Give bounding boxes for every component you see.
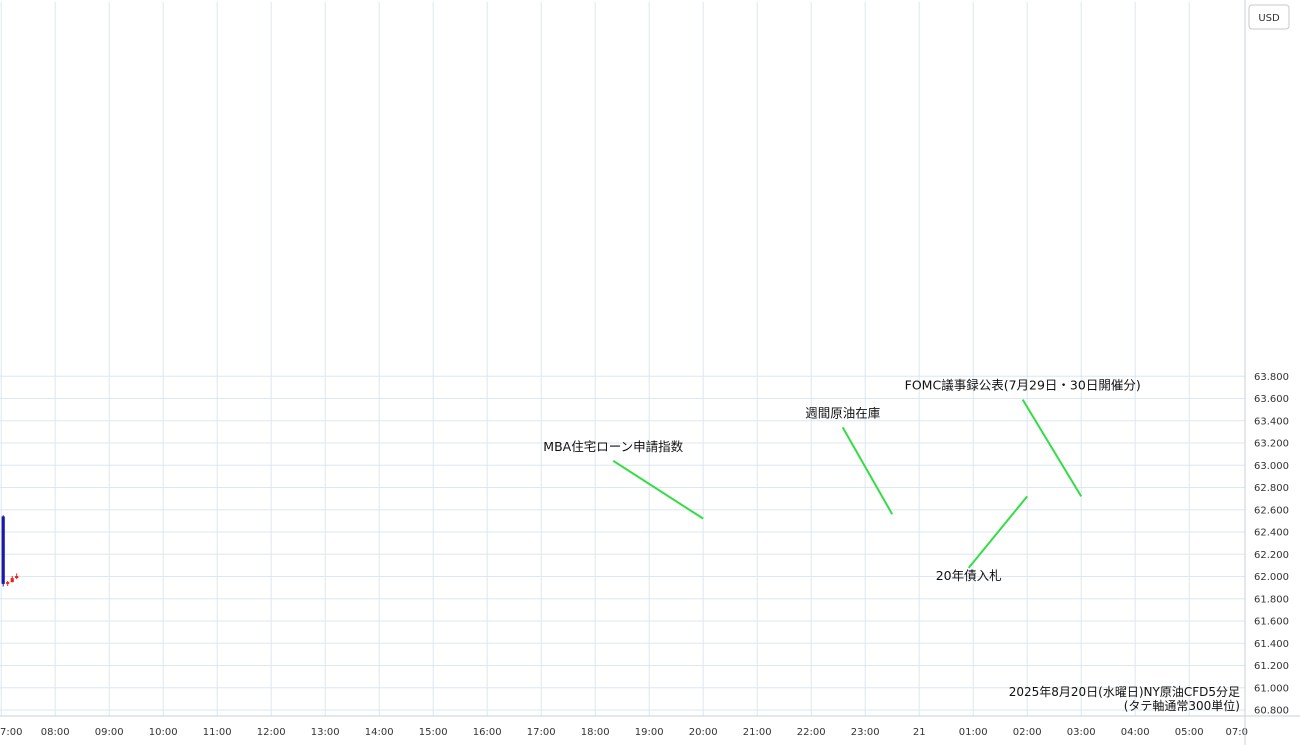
x-tick-label: 15:00 (419, 727, 448, 738)
candle (1, 515, 5, 587)
y-tick-label: 63.200 (1254, 439, 1289, 450)
chart-caption: 2025年8月20日(水曜日)NY原油CFD5分足 (タテ軸通常300単位) (1009, 685, 1240, 713)
x-tick-label: 21 (913, 727, 926, 738)
currency-box (1248, 4, 1290, 30)
annotation-label: 20年債入札 (936, 568, 1002, 583)
x-tick-label: 11:00 (203, 727, 232, 738)
candle (6, 580, 10, 586)
x-tick-label: 21:00 (743, 727, 772, 738)
y-tick-label: 61.800 (1254, 594, 1289, 605)
y-tick-label: 62.200 (1254, 550, 1289, 561)
x-tick-label: 22:00 (797, 727, 826, 738)
caption-line-1: 2025年8月20日(水曜日)NY原油CFD5分足 (1009, 685, 1240, 699)
y-tick-label: 61.400 (1254, 639, 1289, 650)
candle-body (1, 516, 5, 584)
y-tick-label: 61.000 (1254, 683, 1289, 694)
annotation-label: FOMC議事録公表(7月29日・30日開催分) (905, 378, 1141, 393)
currency-unit-label: USD (1258, 13, 1280, 24)
x-tick-label: 10:00 (149, 727, 178, 738)
x-tick-label: 08:00 (41, 727, 70, 738)
x-tick-label: 17:00 (527, 727, 556, 738)
candle (15, 573, 19, 580)
y-tick-label: 62.600 (1254, 505, 1289, 516)
candle-body (10, 578, 14, 583)
caption-line-2: (タテ軸通常300単位) (1124, 698, 1240, 713)
x-tick-label: 12:00 (257, 727, 286, 738)
x-tick-label: 20:00 (689, 727, 718, 738)
x-tick-label: 04:00 (1121, 727, 1150, 738)
y-tick-label: 62.800 (1254, 483, 1289, 494)
x-tick-label: 13:00 (311, 727, 340, 738)
candle (10, 575, 14, 583)
x-tick-label: 07:0 (1226, 727, 1248, 738)
x-tick-label: 01:00 (959, 727, 988, 738)
annotation-line (612, 459, 704, 520)
y-tick-label: 62.000 (1254, 572, 1289, 583)
x-tick-label: 03:00 (1067, 727, 1096, 738)
y-tick-label: 60.800 (1254, 706, 1289, 717)
grid (0, 2, 1245, 716)
x-tick-label: 7:00 (0, 727, 22, 738)
x-tick-label: 02:00 (1013, 727, 1042, 738)
annotation-line (841, 426, 894, 515)
y-tick-label: 63.600 (1254, 394, 1289, 405)
x-tick-label: 19:00 (635, 727, 664, 738)
annotation-label: MBA住宅ローン申請指数 (543, 439, 683, 454)
annotation-label: 週間原油在庫 (805, 405, 880, 420)
x-tick-label: 23:00 (851, 727, 880, 738)
y-tick-label: 61.200 (1254, 661, 1289, 672)
candles (1, 515, 19, 587)
candle-body (6, 582, 10, 584)
y-tick-label: 63.800 (1254, 372, 1289, 383)
x-tick-label: 18:00 (581, 727, 610, 738)
y-tick-label: 62.400 (1254, 528, 1289, 539)
y-tick-label: 63.400 (1254, 416, 1289, 427)
annotation-line (967, 495, 1028, 569)
y-tick-label: 63.000 (1254, 461, 1289, 472)
y-tick-label: 61.600 (1254, 617, 1289, 628)
annotations: MBA住宅ローン申請指数 週間原油在庫 FOMC議事録公表(7月29日・30日開催分… (543, 378, 1140, 583)
x-tick-label: 14:00 (365, 727, 394, 738)
annotation-line (1021, 399, 1083, 497)
candle-body (15, 575, 19, 579)
x-tick-label: 16:00 (473, 727, 502, 738)
x-tick-label: 09:00 (95, 727, 124, 738)
x-tick-label: 05:00 (1175, 727, 1204, 738)
